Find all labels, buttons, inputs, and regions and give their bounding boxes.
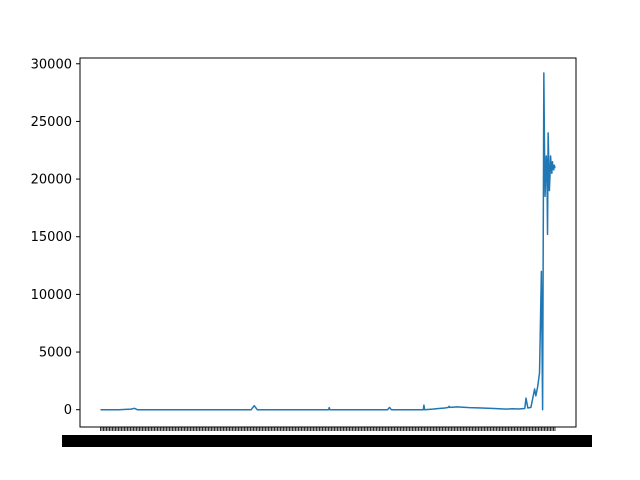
x-tick-labels-overlap bbox=[62, 435, 592, 447]
plot-frame bbox=[79, 57, 577, 428]
x-axis-ticks bbox=[62, 427, 592, 447]
y-tick-label: 5000 bbox=[39, 346, 72, 361]
y-tick-label: 20000 bbox=[31, 173, 72, 188]
y-axis-ticks: 0 5000 10000 15000 20000 25000 30000 bbox=[31, 57, 80, 418]
y-tick-label: 30000 bbox=[31, 57, 72, 72]
y-tick-label: 15000 bbox=[31, 230, 72, 245]
y-tick-label: 25000 bbox=[31, 115, 72, 130]
series-line bbox=[100, 72, 556, 411]
y-tick-label: 10000 bbox=[31, 288, 72, 303]
y-tick-label: 0 bbox=[64, 403, 72, 418]
